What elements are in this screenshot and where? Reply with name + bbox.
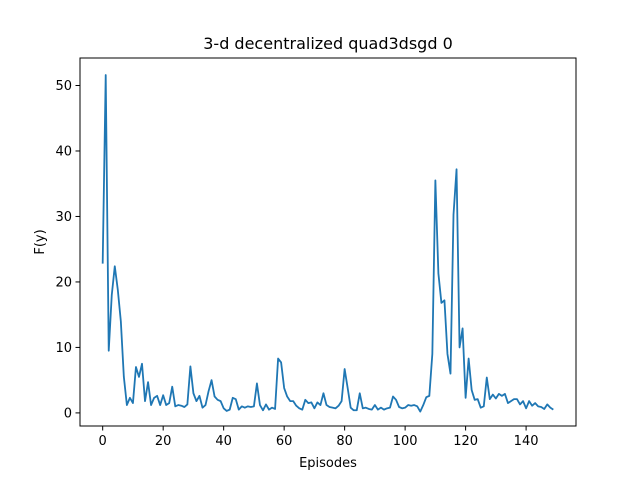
y-tick-label: 50 [55,79,72,94]
plot-frame [79,57,577,427]
x-tick-label: 40 [215,434,232,449]
y-axis-label: F(y) [33,229,48,254]
y-tick-label: 0 [64,406,72,421]
chart-title: 3-d decentralized quad3dsgd 0 [203,34,453,53]
x-tick-label: 140 [514,434,539,449]
x-tick-label: 20 [155,434,172,449]
x-tick-label: 80 [336,434,353,449]
x-axis-label: Episodes [299,456,357,471]
y-tick-label: 10 [55,341,72,356]
x-tick-label: 60 [276,434,293,449]
series-line-0 [101,74,554,413]
y-tick-label: 20 [55,275,72,290]
x-tick-label: 100 [393,434,418,449]
y-tick-label: 40 [55,144,72,159]
y-tick-label: 30 [55,210,72,225]
x-tick-label: 120 [453,434,478,449]
x-tick-label: 0 [99,434,107,449]
